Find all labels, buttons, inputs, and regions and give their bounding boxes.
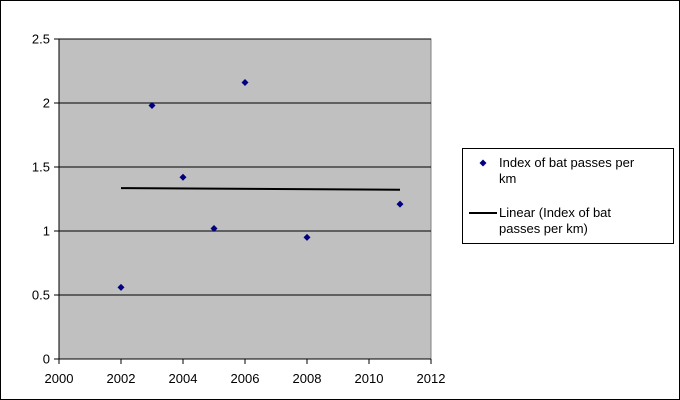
data-point-0-6 — [396, 200, 404, 208]
tick-labels: 0 0.5 1 1.5 2 2.5 2000 2002 2004 2006 2008 2010 2012 — [32, 32, 446, 387]
y-tick-label-0: 0 — [43, 352, 50, 367]
data-points — [117, 79, 404, 291]
data-point-0-3 — [210, 224, 218, 232]
x-tick-label-5: 2010 — [355, 371, 384, 386]
legend-label-series: Index of bat passes per km — [499, 155, 635, 186]
legend-entry-series: Index of bat passes per km — [467, 155, 671, 187]
legend-label-trendline: Linear (Index of bat passes per km) — [499, 205, 612, 236]
legend-entry-trendline: Linear (Index of bat passes per km) — [467, 205, 671, 237]
legend-line-icon — [467, 205, 499, 221]
data-point-0-4 — [241, 79, 249, 87]
trendline — [120, 187, 401, 191]
data-point-0-1 — [148, 102, 156, 110]
data-point-0-0 — [117, 283, 125, 291]
trendline-layer — [120, 187, 401, 191]
y-tick-label-4: 2 — [43, 96, 50, 111]
x-tick-label-4: 2008 — [293, 371, 322, 386]
y-tick-label-5: 2.5 — [32, 32, 50, 47]
legend-diamond-icon — [467, 155, 499, 171]
y-tick-label-3: 1.5 — [32, 160, 50, 175]
x-tick-label-3: 2006 — [231, 371, 260, 386]
gridlines — [59, 38, 431, 296]
legend: Index of bat passes per km Linear (Index… — [462, 148, 674, 244]
x-tick-label-1: 2002 — [107, 371, 136, 386]
data-point-0-2 — [179, 173, 187, 181]
x-tick-label-6: 2012 — [417, 371, 446, 386]
axes — [54, 38, 432, 364]
data-point-0-5 — [303, 233, 311, 241]
y-tick-label-2: 1 — [43, 224, 50, 239]
x-tick-label-0: 2000 — [45, 371, 74, 386]
y-tick-label-1: 0.5 — [32, 288, 50, 303]
plot-area — [58, 38, 432, 360]
x-tick-label-2: 2004 — [169, 371, 198, 386]
